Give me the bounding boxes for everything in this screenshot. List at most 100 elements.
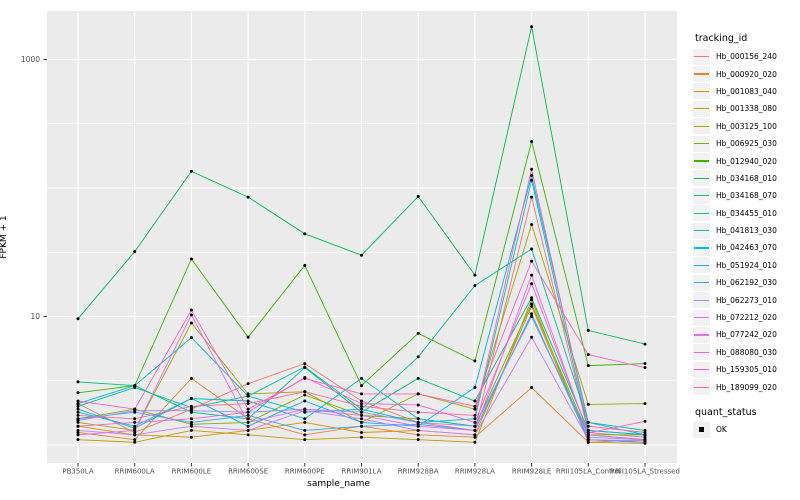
data-point: [586, 402, 590, 406]
data-point: [416, 194, 420, 198]
data-point: [246, 399, 250, 403]
legend-title-tracking-id: tracking_id: [695, 33, 748, 44]
legend-entry-label: Hb_006925_030: [716, 139, 777, 149]
legend-key-line-icon: [694, 90, 709, 93]
data-point: [189, 409, 193, 413]
legend-key-line-icon: [694, 369, 709, 371]
data-point: [76, 380, 80, 384]
data-point: [473, 435, 477, 439]
legend-entry-label: Hb_159305_010: [716, 365, 777, 375]
legend-key: [693, 205, 710, 222]
data-point: [303, 428, 307, 432]
data-point: [76, 391, 80, 395]
data-point: [76, 317, 80, 321]
data-point: [416, 355, 420, 359]
x-tick-label-RRIM901LA: RRIM901LA: [341, 468, 381, 476]
data-point: [473, 433, 477, 437]
data-point: [246, 433, 250, 437]
data-point: [530, 302, 534, 306]
black-point-icon: [699, 427, 704, 432]
data-point: [246, 428, 250, 432]
legend-entry-label: Hb_077242_020: [716, 330, 777, 340]
legend-key-line-icon: [694, 108, 709, 110]
legend-key: [693, 222, 710, 239]
data-point: [360, 253, 363, 257]
data-point: [416, 403, 420, 407]
data-point: [76, 431, 80, 435]
legend-key-line-icon: [694, 299, 709, 301]
legend-key-line-icon: [694, 56, 709, 58]
data-point: [189, 404, 193, 408]
data-point: [133, 420, 137, 424]
legend-entry-label: Hb_051924_010: [716, 260, 777, 270]
data-point: [643, 435, 647, 439]
legend-entry-label: Hb_000156_240: [716, 52, 777, 62]
legend-entry-label: OK: [716, 425, 727, 435]
data-point: [360, 435, 363, 439]
data-point: [416, 331, 420, 335]
data-point: [303, 263, 307, 267]
data-point: [133, 428, 137, 432]
legend-key: [693, 326, 710, 343]
x-tick-label-RRIM600SE: RRIM600SE: [228, 468, 268, 476]
legend-entry-Hb_189099_020: Hb_189099_020: [693, 378, 777, 396]
legend-entry-label: Hb_042463_070: [716, 243, 777, 253]
data-point: [133, 417, 137, 421]
data-point: [246, 382, 250, 386]
data-point: [133, 426, 137, 430]
data-point: [360, 410, 363, 414]
legend-entry-Hb_000156_240: Hb_000156_240: [693, 48, 777, 65]
legend-entry-label: Hb_041813_030: [716, 226, 777, 236]
data-point: [189, 435, 193, 439]
data-point: [76, 438, 80, 442]
data-point: [76, 404, 80, 408]
legend-entry-Hb_012940_020: Hb_012940_020: [693, 152, 777, 170]
data-point: [133, 440, 137, 444]
x-tick-label-RRIM600PE: RRIM600PE: [285, 468, 325, 476]
data-point: [189, 424, 193, 428]
data-point: [360, 399, 363, 403]
legend-key: [693, 170, 710, 187]
data-point: [360, 392, 363, 396]
legend-key: [693, 118, 710, 135]
data-point: [586, 438, 590, 442]
data-point: [360, 407, 363, 411]
legend-entry-label: Hb_072212_020: [716, 313, 777, 323]
data-point: [643, 402, 647, 406]
data-point: [643, 433, 647, 437]
data-point: [246, 402, 250, 406]
legend-entry-label: Hb_088080_030: [716, 347, 777, 357]
data-point: [303, 438, 307, 442]
data-point: [473, 399, 477, 403]
data-point: [586, 431, 590, 435]
legend-key: [693, 274, 710, 291]
legend-key: [693, 83, 710, 100]
data-point: [530, 247, 534, 251]
data-point: [303, 393, 307, 397]
data-point: [530, 140, 534, 144]
legend-entry-Hb_003125_100: Hb_003125_100: [693, 118, 777, 135]
legend-entry-Hb_051924_010: Hb_051924_010: [693, 257, 777, 274]
legend-entry-Hb_072212_020: Hb_072212_020: [693, 309, 777, 326]
legend-key-line-icon: [694, 125, 709, 127]
data-point: [530, 195, 534, 199]
data-point: [133, 431, 137, 435]
data-point: [473, 273, 477, 277]
legend-key-line-icon: [694, 247, 709, 249]
legend-entry-Hb_041813_030: Hb_041813_030: [693, 222, 777, 239]
data-point: [303, 365, 307, 369]
data-point: [246, 413, 250, 417]
data-point: [76, 433, 80, 437]
data-point: [643, 419, 647, 423]
data-point: [246, 392, 250, 396]
legend-entry-label: Hb_189099_020: [716, 382, 777, 392]
legend-key-line-icon: [694, 177, 709, 179]
data-point: [473, 284, 477, 288]
legend-entry-label: Hb_012940_020: [716, 156, 777, 166]
data-point: [586, 364, 590, 368]
data-point: [643, 342, 647, 346]
legend-entry-Hb_034168_070: Hb_034168_070: [693, 187, 777, 204]
data-point: [586, 440, 590, 444]
data-point: [133, 250, 137, 254]
